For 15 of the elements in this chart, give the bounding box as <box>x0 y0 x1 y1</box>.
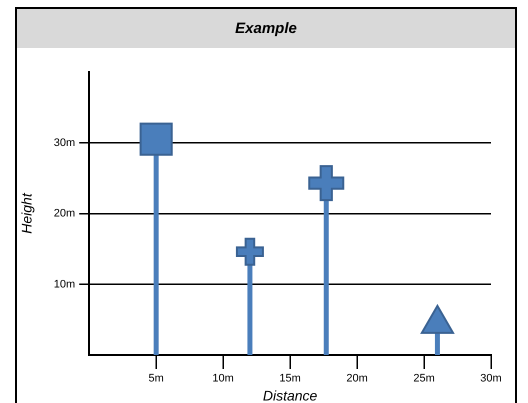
x-tick-label: 15m <box>279 372 301 385</box>
point <box>420 304 454 334</box>
point <box>140 122 173 156</box>
x-tick-label: 20m <box>346 372 368 385</box>
x-axis-title: Distance <box>262 387 318 403</box>
x-tick-label: 5m <box>148 372 164 385</box>
y-tick-label: 20m <box>54 208 76 220</box>
x-tick-label: 25m <box>413 372 435 385</box>
x-tick-label: 10m <box>212 372 234 385</box>
y-axis-title: Height <box>18 192 34 234</box>
y-tick-label: 10m <box>54 278 76 290</box>
point <box>308 165 344 202</box>
y-tick-label: 30m <box>54 136 76 149</box>
chart-title: Example <box>17 9 515 48</box>
x-tick-label: 30m <box>480 372 502 385</box>
